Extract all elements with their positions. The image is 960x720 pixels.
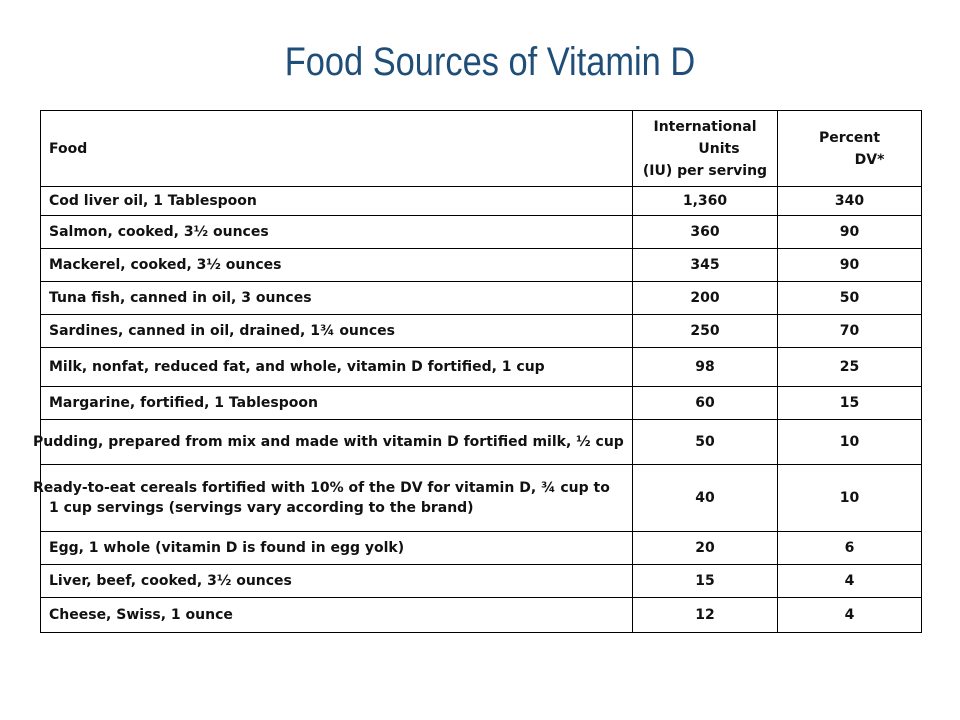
iu-cell: 20 [632,531,778,565]
iu-cell: 12 [632,597,778,633]
percent-dv-cell: 4 [777,597,922,633]
table-row: Cheese, Swiss, 1 ounce 12 4 [40,597,922,633]
iu-cell: 50 [632,419,778,465]
food-cell: Tuna fish, canned in oil, 3 ounces [40,281,633,315]
food-cell: Pudding, prepared from mix and made with… [33,419,633,465]
food-cell: Cheese, Swiss, 1 ounce [40,597,633,633]
iu-cell: 60 [632,386,778,420]
table-header-row: Food International Units (IU) per servin… [40,110,922,187]
header-iu-line2: Units [698,140,740,157]
percent-dv-cell: 10 [777,419,922,465]
table-row: Pudding, prepared from mix and made with… [33,419,922,465]
percent-dv-cell: 90 [777,215,922,249]
header-pct-line1: Percent [818,129,881,146]
iu-cell: 98 [632,347,778,387]
header-pct-line2: DV* [854,151,885,168]
food-cell: Ready-to-eat cereals fortified with 10% … [33,464,633,532]
page-title: Food Sources of Vitamin D [284,40,696,84]
table-row: Egg, 1 whole (vitamin D is found in egg … [40,531,922,565]
percent-dv-cell: 70 [777,314,922,348]
food-cell: Margarine, fortified, 1 Tablespoon [40,386,633,420]
header-food: Food [40,110,633,187]
food-cell: Liver, beef, cooked, 3½ ounces [40,564,633,598]
header-percent-dv: Percent DV* [777,110,922,187]
vitamin-d-table: Food International Units (IU) per servin… [33,110,922,633]
table-row: Ready-to-eat cereals fortified with 10% … [33,464,922,532]
header-iu-line1: International [653,118,757,135]
table-row: Salmon, cooked, 3½ ounces 360 90 [40,215,922,249]
percent-dv-cell: 90 [777,248,922,282]
food-cell: Sardines, canned in oil, drained, 1¾ oun… [40,314,633,348]
iu-cell: 1,360 [632,186,778,216]
food-cell: Salmon, cooked, 3½ ounces [40,215,633,249]
iu-cell: 40 [632,464,778,532]
table-row: Cod liver oil, 1 Tablespoon 1,360 340 [40,186,922,216]
iu-cell: 360 [632,215,778,249]
food-cell: Cod liver oil, 1 Tablespoon [40,186,633,216]
iu-cell: 250 [632,314,778,348]
table-row: Mackerel, cooked, 3½ ounces 345 90 [40,248,922,282]
food-cell: Egg, 1 whole (vitamin D is found in egg … [40,531,633,565]
iu-cell: 200 [632,281,778,315]
food-cell: Mackerel, cooked, 3½ ounces [40,248,633,282]
percent-dv-cell: 4 [777,564,922,598]
table-row: Margarine, fortified, 1 Tablespoon 60 15 [40,386,922,420]
percent-dv-cell: 15 [777,386,922,420]
table-row: Milk, nonfat, reduced fat, and whole, vi… [40,347,922,387]
percent-dv-cell: 50 [777,281,922,315]
percent-dv-cell: 6 [777,531,922,565]
iu-cell: 345 [632,248,778,282]
food-cell: Milk, nonfat, reduced fat, and whole, vi… [40,347,633,387]
table-row: Sardines, canned in oil, drained, 1¾ oun… [40,314,922,348]
table-row: Tuna fish, canned in oil, 3 ounces 200 50 [40,281,922,315]
percent-dv-cell: 25 [777,347,922,387]
percent-dv-cell: 340 [777,186,922,216]
percent-dv-cell: 10 [777,464,922,532]
header-iu-line3: (IU) per serving [642,162,768,179]
header-international-units: International Units (IU) per serving [632,110,778,187]
table-row: Liver, beef, cooked, 3½ ounces 15 4 [40,564,922,598]
iu-cell: 15 [632,564,778,598]
